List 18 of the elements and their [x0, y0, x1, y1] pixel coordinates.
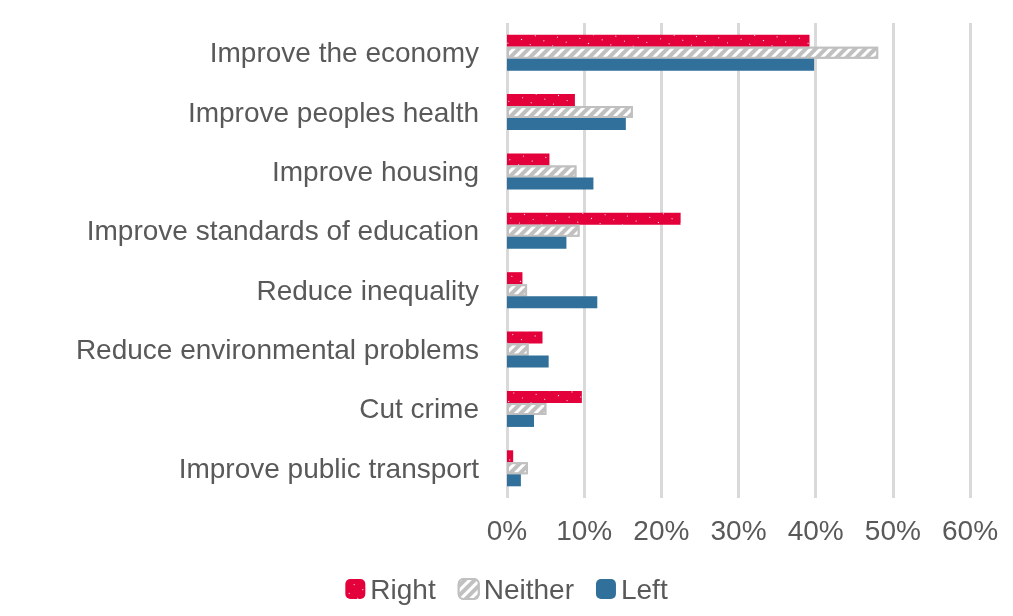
- y-tick-label: Cut crime: [359, 393, 479, 425]
- x-tick-label: 10%: [556, 514, 613, 546]
- y-tick-label: Improve standards of education: [86, 215, 479, 247]
- y-tick-label: Reduce environmental problems: [75, 334, 479, 366]
- y-tick-label: Improve housing: [271, 155, 479, 187]
- y-tick-label: Improve the economy: [209, 37, 479, 69]
- legend-label: Neither: [483, 573, 574, 605]
- y-tick-label: Reduce inequality: [256, 274, 479, 306]
- legend-label: Left: [620, 573, 668, 605]
- x-tick-label: 30%: [710, 514, 767, 546]
- x-tick-label: 20%: [633, 514, 690, 546]
- x-tick-label: 40%: [787, 514, 844, 546]
- legend-label: Right: [370, 573, 436, 605]
- x-tick-label: 50%: [864, 514, 921, 546]
- y-tick-label: Improve peoples health: [187, 96, 479, 128]
- y-tick-label: Improve public transport: [178, 452, 480, 484]
- x-tick-label: 60%: [941, 514, 999, 546]
- x-tick-label: 0%: [486, 514, 528, 546]
